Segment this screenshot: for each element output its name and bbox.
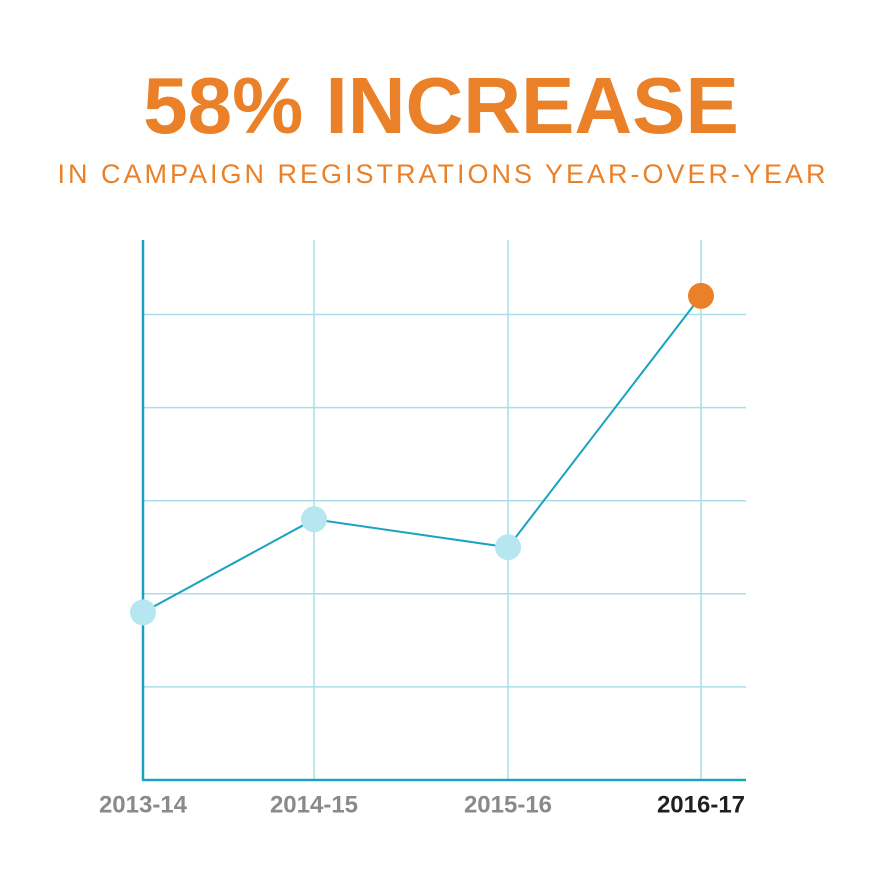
x-tick-label: 2015-16 [464, 791, 552, 818]
x-tick-label: 2014-15 [270, 791, 358, 818]
point [301, 506, 327, 533]
chart-subtitle: IN CAMPAIGN REGISTRATIONS YEAR-OVER-YEAR [57, 159, 828, 189]
x-tick-label: 2013-14 [99, 791, 188, 818]
chart-title: 58% INCREASE [143, 61, 739, 150]
point [688, 282, 714, 309]
line [142, 295, 702, 614]
x-tick-label: 2016-17 [657, 791, 745, 818]
point [130, 599, 156, 626]
point [495, 534, 521, 561]
